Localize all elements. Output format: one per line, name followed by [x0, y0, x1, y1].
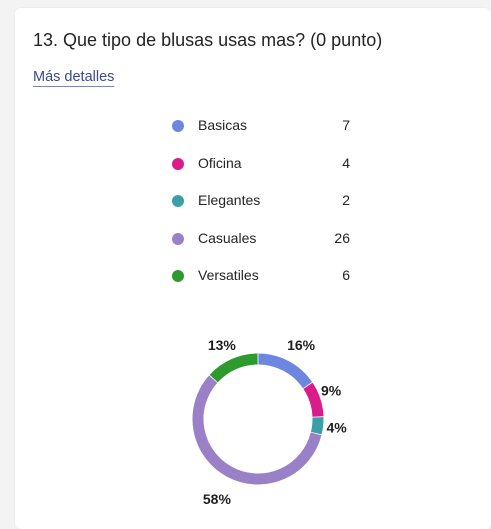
percent-label-casuales: 58% — [203, 491, 232, 507]
legend-label-casuales: Casuales — [198, 229, 257, 246]
legend-dot-versatiles — [172, 270, 184, 282]
legend-count-basicas: 7 — [342, 117, 350, 133]
percent-label-elegantes: 4% — [326, 419, 347, 435]
more-details-link[interactable]: Más detalles — [33, 69, 115, 85]
donut-slice-versatiles[interactable] — [209, 353, 258, 383]
legend-label-oficina: Oficina — [198, 154, 242, 171]
legend-count-versatiles: 6 — [342, 267, 350, 283]
donut-slice-casuales[interactable] — [192, 375, 322, 485]
legend-label-versatiles: Versatiles — [198, 267, 259, 283]
donut-slice-elegantes[interactable] — [310, 417, 324, 435]
legend-count-casuales: 26 — [334, 229, 350, 246]
chart-legend: Basicas 7 Oficina 4 Elegantes 2 Casuales… — [170, 116, 350, 304]
legend-item-casuales: Casuales 26 — [170, 229, 350, 267]
percent-label-basicas: 16% — [287, 337, 316, 353]
legend-dot-casuales — [172, 232, 184, 245]
legend-count-oficina: 4 — [342, 154, 350, 171]
legend-count-elegantes: 2 — [342, 192, 350, 208]
percent-label-versatiles: 13% — [208, 337, 237, 353]
legend-label-basicas: Basicas — [198, 117, 248, 133]
legend-dot-elegantes — [172, 195, 184, 207]
legend-label-elegantes: Elegantes — [198, 192, 261, 208]
legend-item-basicas: Basicas 7 — [170, 116, 350, 154]
legend-item-oficina: Oficina 4 — [170, 154, 350, 192]
donut-slice-oficina[interactable] — [303, 382, 324, 417]
donut-slice-basicas[interactable] — [258, 353, 313, 389]
legend-item-elegantes: Elegantes 2 — [170, 191, 350, 229]
legend-dot-basicas — [172, 120, 184, 132]
percent-label-oficina: 9% — [321, 383, 342, 399]
legend-dot-oficina — [172, 157, 184, 170]
question-title: 13. Que tipo de blusas usas mas? (0 punt… — [33, 30, 383, 50]
legend-item-versatiles: Versatiles 6 — [170, 266, 350, 304]
question-card: 13. Que tipo de blusas usas mas? (0 punt… — [15, 8, 491, 529]
